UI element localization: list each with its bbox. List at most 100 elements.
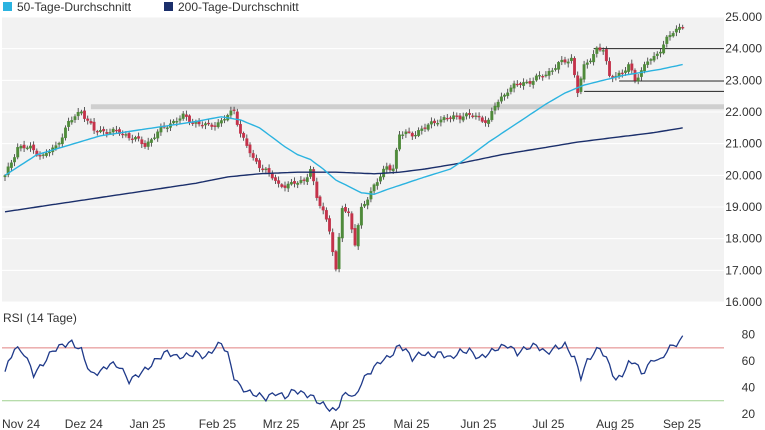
candle-body — [643, 64, 646, 72]
price-y-tick-label: 19.000 — [725, 200, 762, 214]
candle-body — [175, 121, 179, 123]
candle-body — [550, 70, 554, 72]
legend-label-sma200: 200-Tage-Durchschnitt — [178, 0, 299, 14]
candle-body — [484, 120, 487, 123]
candle-body — [639, 70, 643, 77]
candle-body — [264, 168, 268, 171]
candle-body — [16, 147, 20, 158]
candle-body — [458, 115, 462, 120]
candle-body — [127, 133, 131, 139]
candle-body — [554, 68, 557, 70]
candle-body — [468, 112, 471, 115]
price-y-tick-label: 22.000 — [725, 105, 762, 119]
candle-body — [95, 131, 99, 133]
candle-body — [363, 203, 366, 207]
candle-body — [184, 114, 188, 117]
candle-body — [67, 120, 71, 127]
candle-body — [309, 169, 312, 177]
candle-body — [534, 75, 538, 81]
candle-body — [627, 64, 631, 72]
candle-body — [528, 81, 532, 84]
x-tick-label: Nov 24 — [2, 417, 40, 430]
x-tick-label: Jul 25 — [532, 417, 564, 430]
candle-body — [200, 124, 204, 127]
price-y-axis: 25.000 24.000 23.000 22.000 21.000 20.000 19.0… — [725, 10, 762, 309]
candle-body — [662, 44, 666, 54]
candle-body — [620, 72, 624, 75]
candle-body — [299, 180, 303, 183]
candle-body — [519, 83, 522, 85]
candle-body — [394, 149, 398, 169]
support-band — [90, 104, 725, 110]
candle-body — [124, 134, 128, 136]
rsi-title: RSI (14 Tage) — [3, 311, 77, 325]
candle-body — [13, 157, 16, 163]
candle-body — [592, 54, 596, 63]
candle-body — [566, 61, 570, 64]
candle-body — [681, 27, 685, 29]
candle-body — [340, 207, 344, 239]
candlestick-series — [3, 23, 685, 273]
candle-body — [490, 111, 494, 121]
candle-body — [92, 121, 96, 131]
candle-body — [538, 75, 541, 77]
candle-body — [73, 116, 77, 121]
candle-body — [417, 130, 421, 136]
x-tick-label: Sep 25 — [663, 417, 701, 430]
candle-body — [324, 210, 328, 220]
legend-swatch-sma50 — [3, 2, 12, 11]
candle-body — [134, 137, 137, 140]
candle-body — [60, 137, 64, 145]
candle-body — [207, 122, 211, 125]
candle-body — [219, 120, 223, 124]
candle-body — [232, 109, 236, 111]
candle-body — [261, 168, 265, 171]
candle-body — [480, 117, 484, 122]
candle-body — [385, 166, 389, 170]
candle-body — [512, 83, 516, 89]
candle-body — [280, 184, 284, 187]
candle-body — [541, 76, 545, 78]
candle-body — [414, 134, 417, 137]
rsi-plot-area — [2, 328, 724, 411]
candle-body — [461, 116, 465, 121]
candle-body — [445, 117, 449, 120]
candle-body — [359, 206, 363, 226]
candle-body — [608, 61, 611, 76]
candle-body — [105, 132, 109, 134]
candle-body — [146, 141, 150, 147]
candle-body — [121, 133, 125, 136]
candle-body — [19, 145, 23, 149]
candle-body — [388, 165, 392, 171]
x-axis: Nov 24 Dez 24 Jan 25 Feb 25 Mrz 25 Apr 25 Mai … — [2, 417, 701, 430]
candle-body — [41, 154, 45, 156]
candle-body — [258, 160, 261, 169]
candle-body — [153, 137, 156, 139]
candle-body — [204, 123, 207, 126]
candle-body — [251, 153, 255, 158]
support-lines — [90, 48, 725, 110]
candle-body — [369, 191, 373, 200]
candle-body — [582, 64, 586, 80]
candle-body — [569, 57, 573, 62]
candle-body — [525, 81, 529, 84]
price-y-tick-label: 18.000 — [725, 232, 762, 246]
candle-body — [353, 228, 357, 246]
candle-body — [181, 113, 185, 119]
candle-body — [595, 47, 599, 54]
candle-body — [137, 136, 141, 139]
candle-body — [474, 115, 478, 117]
candle-body — [64, 127, 67, 139]
candle-body — [624, 70, 627, 73]
candle-body — [601, 50, 605, 52]
candle-body — [178, 118, 182, 121]
price-y-tick-label: 24.000 — [725, 42, 762, 56]
price-plot-area — [2, 17, 724, 302]
candle-body — [493, 105, 497, 111]
candle-body — [671, 33, 675, 37]
candle-body — [172, 120, 176, 124]
candle-body — [25, 147, 29, 149]
candle-body — [321, 206, 325, 211]
candle-body — [197, 121, 201, 125]
